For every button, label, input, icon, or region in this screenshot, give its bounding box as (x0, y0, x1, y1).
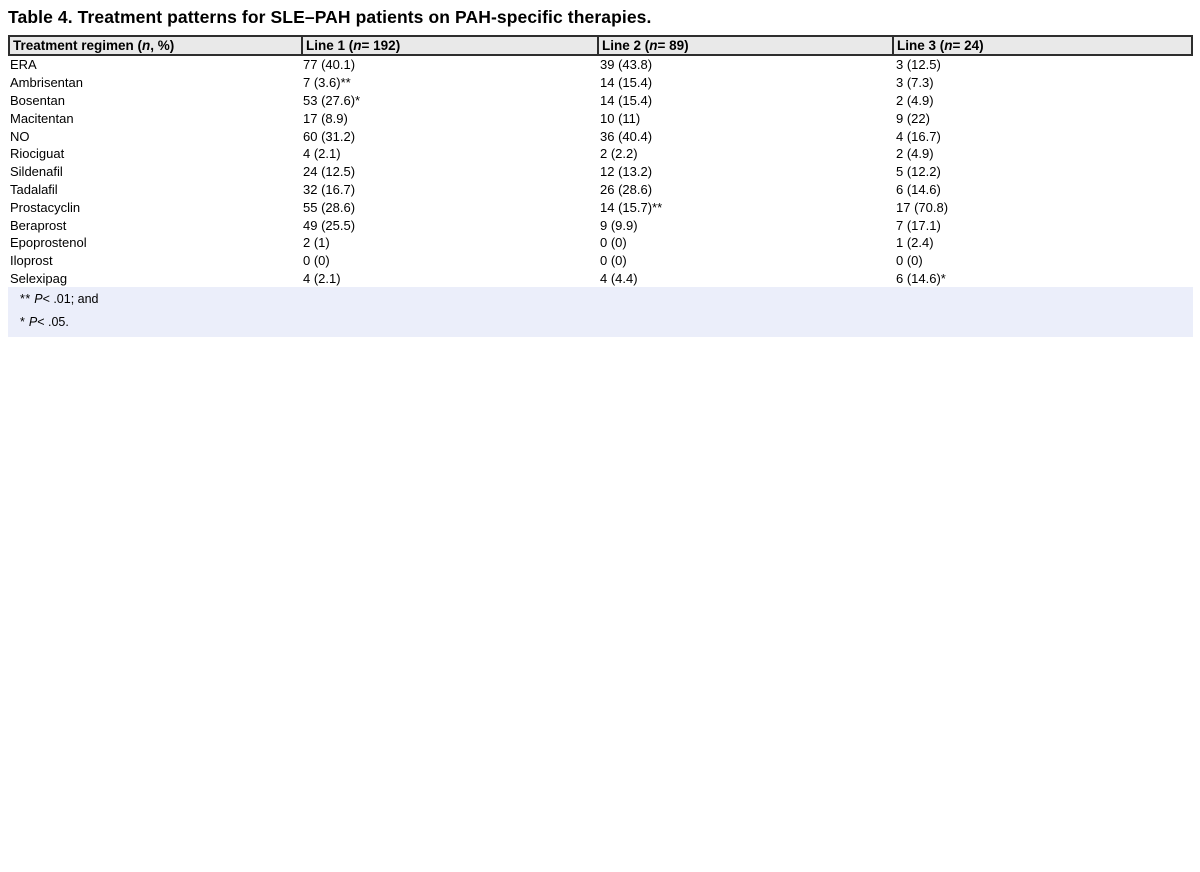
cell-drug-name: Beraprost (10, 217, 67, 233)
header-text: = 89) (657, 38, 689, 53)
footnote-p05: * P< .05. (20, 314, 1193, 331)
cell-line1-value: 49 (25.5) (303, 217, 356, 233)
cell-line3-value: 6 (14.6)* (896, 270, 946, 286)
cell-line3-value: 6 (14.6) (896, 181, 941, 197)
cell-line2-value: 10 (11) (600, 110, 641, 126)
cell-line2-value: 4 (4.4) (600, 270, 638, 286)
cell-drug-name: Selexipag (10, 270, 68, 286)
table-row-tadalafil: Tadalafil 32 (16.7) 26 (28.6) 6 (14.6) (8, 181, 1193, 199)
table-row-beraprost: Beraprost 49 (25.5) 9 (9.9) 7 (17.1) (8, 216, 1193, 234)
header-italic-n: n (649, 38, 658, 53)
cell-line3-value: 17 (70.8) (896, 199, 949, 215)
footnote-italic-p: P (34, 292, 43, 307)
cell-drug-name: Bosentan (10, 92, 65, 108)
cell-line3-value: 5 (12.2) (896, 164, 941, 180)
cell-line1-value: 53 (27.6)* (303, 92, 361, 108)
cell-line1-value: 60 (31.2) (303, 128, 356, 144)
cell-line1-value: 24 (12.5) (303, 164, 356, 180)
table-row-prostacyclin: Prostacyclin 55 (28.6) 14 (15.7)** 17 (7… (8, 198, 1193, 216)
cell-drug-name: Tadalafil (10, 181, 58, 197)
header-text: Line 3 ( (897, 38, 945, 53)
footnote-text: < .01; and (42, 292, 99, 307)
cell-line3-value: 7 (17.1) (896, 217, 941, 233)
header-italic-n: n (944, 38, 953, 53)
cell-line1-value: 4 (2.1) (303, 146, 341, 162)
cell-line1-value: 77 (40.1) (303, 57, 356, 73)
cell-line2-value: 14 (15.7)** (600, 199, 663, 215)
cell-drug-name: Macitentan (10, 110, 74, 126)
footnote-band: ** P< .01; and * P< .05. (8, 287, 1193, 338)
cell-line3-value: 9 (22) (896, 110, 930, 126)
cell-line2-value: 26 (28.6) (600, 181, 653, 197)
table-row-macitentan: Macitentan 17 (8.9) 10 (11) 9 (22) (8, 109, 1193, 127)
cell-line2-value: 36 (40.4) (600, 128, 653, 144)
cell-line3-value: 4 (16.7) (896, 128, 941, 144)
table-row-sildenafil: Sildenafil 24 (12.5) 12 (13.2) 5 (12.2) (8, 163, 1193, 181)
header-text: = 24) (952, 38, 984, 53)
table-row-riociguat: Riociguat 4 (2.1) 2 (2.2) 2 (4.9) (8, 145, 1193, 163)
cell-drug-name: Iloprost (10, 253, 53, 269)
cell-line2-value: 9 (9.9) (600, 217, 638, 233)
cell-line3-value: 3 (12.5) (896, 57, 941, 73)
cell-drug-name: Prostacyclin (10, 199, 81, 215)
table-row-era: ERA 77 (40.1) 39 (43.8) 3 (12.5) (8, 56, 1193, 74)
header-cell-line3: Line 3 (n = 24) (892, 37, 1191, 54)
header-cell-line2: Line 2 (n = 89) (597, 37, 892, 54)
cell-line3-value: 0 (0) (896, 253, 923, 269)
cell-drug-name: Ambrisentan (10, 75, 83, 91)
double-asterisk-marker: ** (20, 292, 31, 307)
cell-line3-value: 2 (4.9) (896, 92, 934, 108)
cell-line1-value: 2 (1) (303, 235, 330, 251)
header-text: Line 1 ( (306, 38, 354, 53)
header-italic-n: n (142, 38, 151, 53)
cell-drug-name: Sildenafil (10, 164, 63, 180)
table-caption: Table 4. Treatment patterns for SLE–PAH … (8, 7, 652, 27)
table-row-bosentan: Bosentan 53 (27.6)* 14 (15.4) 2 (4.9) (8, 92, 1193, 110)
table-row-epoprostenol: Epoprostenol 2 (1) 0 (0) 1 (2.4) (8, 234, 1193, 252)
table-header-row: Treatment regimen (n, %) Line 1 (n = 192… (8, 35, 1193, 56)
footnote-p01: ** P< .01; and (20, 291, 1193, 308)
cell-drug-name: ERA (10, 57, 37, 73)
cell-line2-value: 0 (0) (600, 253, 627, 269)
table-row-ambrisentan: Ambrisentan 7 (3.6)** 14 (15.4) 3 (7.3) (8, 74, 1193, 92)
cell-line1-value: 4 (2.1) (303, 270, 341, 286)
cell-line2-value: 12 (13.2) (600, 164, 653, 180)
header-text: Line 2 ( (602, 38, 650, 53)
table-body: ERA 77 (40.1) 39 (43.8) 3 (12.5) Ambrise… (8, 56, 1193, 287)
cell-line3-value: 1 (2.4) (896, 235, 934, 251)
cell-drug-name: Epoprostenol (10, 235, 87, 251)
header-italic-n: n (353, 38, 362, 53)
header-text: , %) (150, 38, 175, 53)
cell-drug-name: Riociguat (10, 146, 65, 162)
cell-line1-value: 55 (28.6) (303, 199, 356, 215)
cell-line2-value: 14 (15.4) (600, 92, 653, 108)
cell-line2-value: 14 (15.4) (600, 75, 653, 91)
cell-line2-value: 39 (43.8) (600, 57, 653, 73)
cell-drug-name: NO (10, 128, 30, 144)
cell-line2-value: 0 (0) (600, 235, 627, 251)
header-cell-line1: Line 1 (n = 192) (301, 37, 597, 54)
header-cell-treatment-regimen: Treatment regimen (n, %) (10, 37, 301, 54)
cell-line1-value: 17 (8.9) (303, 110, 348, 126)
header-text: Treatment regimen ( (13, 38, 143, 53)
header-text: = 192) (361, 38, 401, 53)
cell-line1-value: 0 (0) (303, 253, 330, 269)
footnote-text: < .05. (37, 315, 69, 330)
footnote-italic-p: P (28, 315, 38, 330)
table-row-iloprost: Iloprost 0 (0) 0 (0) 0 (0) (8, 252, 1193, 270)
treatment-table: Treatment regimen (n, %) Line 1 (n = 192… (8, 35, 1193, 338)
cell-line1-value: 7 (3.6)** (303, 75, 351, 91)
single-asterisk-marker: * (20, 315, 26, 330)
table-row-no: NO 60 (31.2) 36 (40.4) 4 (16.7) (8, 127, 1193, 145)
cell-line2-value: 2 (2.2) (600, 146, 638, 162)
table-row-selexipag: Selexipag 4 (2.1) 4 (4.4) 6 (14.6)* (8, 270, 1193, 288)
cell-line3-value: 3 (7.3) (896, 75, 934, 91)
cell-line3-value: 2 (4.9) (896, 146, 934, 162)
cell-line1-value: 32 (16.7) (303, 181, 356, 197)
